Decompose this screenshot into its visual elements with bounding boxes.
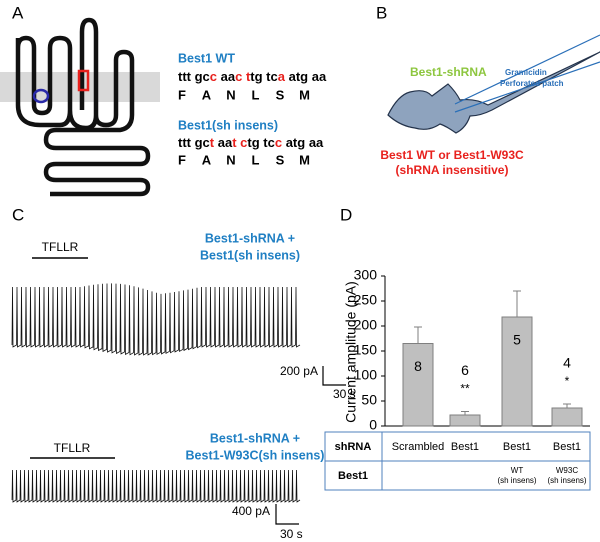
box-marker [77, 69, 90, 92]
error-bar [461, 411, 469, 415]
x-tick-label: Best1 [451, 441, 479, 453]
trace [11, 283, 301, 356]
sequence-segment: t [210, 135, 215, 150]
y-tick-label: 300 [354, 267, 378, 283]
table-cell: (sh insens) [497, 476, 536, 485]
bar [551, 407, 583, 427]
sequence-segment: c [240, 135, 247, 150]
sequence: ttt gct aat ctg tcc atg aa [178, 135, 324, 150]
panel-label: C [12, 205, 24, 224]
trace-label: Best1-shRNA + [210, 431, 300, 445]
sequence: ttt gcc aac ttg tca atg aa [178, 69, 327, 84]
sequence-segment: c [210, 69, 217, 84]
table-cell: (sh insens) [547, 476, 586, 485]
y-tick-label: 150 [354, 342, 378, 358]
n-label: 8 [414, 358, 422, 374]
sequence-segment: atg aa [282, 135, 324, 150]
y-axis-title: Current amplitude (pA) [343, 281, 359, 423]
protein-topology [15, 17, 151, 197]
amino-acid: M [299, 87, 310, 102]
significance: * [565, 374, 570, 388]
pipette-label: Perforated patch [500, 79, 564, 88]
n-label: 6 [461, 362, 469, 378]
trace-label: Best1-W93C(sh insens) [186, 448, 325, 462]
pipette [454, 61, 600, 113]
row-label: Best1 [338, 470, 368, 482]
construct-label: Best1-shRNA [410, 65, 487, 79]
trace-label: Best1-shRNA + [205, 231, 295, 245]
circle-marker [32, 88, 50, 104]
sequence-segment: aa [217, 69, 236, 84]
error-bar [513, 290, 521, 317]
amino-acid: S [276, 152, 285, 167]
sequence-segment: atg aa [285, 69, 327, 84]
amino-acid: L [252, 87, 260, 102]
amino-acid: N [226, 152, 235, 167]
row-label: shRNA [335, 441, 372, 453]
rescue-label: (shRNA insensitive) [396, 163, 509, 177]
pipette-label: Gramicidin [505, 68, 547, 77]
sequence-segment: a [278, 69, 286, 84]
scale-bar [275, 504, 299, 525]
scale-bar [322, 366, 346, 386]
bar [501, 316, 533, 427]
amino-acid: F [178, 152, 186, 167]
sequence-segment: tg tc [250, 69, 277, 84]
scale-label: 30 s [333, 387, 356, 401]
y-tick-label: 200 [354, 317, 378, 333]
sequence-segment: tg tc [247, 135, 274, 150]
scale-label: 30 s [280, 527, 303, 541]
significance: ** [460, 382, 470, 396]
sequence-segment: t [246, 69, 251, 84]
cell [387, 51, 600, 134]
table-cell: WT [511, 466, 524, 475]
table-cell: W93C [556, 466, 578, 475]
n-label: 5 [513, 332, 521, 348]
panel-label: D [340, 205, 352, 224]
sequence-segment: c [235, 69, 242, 84]
sequence-segment: ttt gc [178, 69, 210, 84]
y-tick-label: 50 [361, 392, 377, 408]
scale-label: 200 pA [280, 364, 318, 378]
scale-label: 400 pA [232, 504, 270, 518]
trace [11, 469, 301, 503]
sequence-segment: ttt gc [178, 135, 210, 150]
panel-label: B [376, 3, 387, 22]
amino-acid: A [202, 87, 212, 102]
x-tick-label: Scrambled [392, 441, 445, 453]
y-tick-label: 100 [354, 367, 378, 383]
construct-title: Best1 WT [178, 51, 235, 65]
bar [449, 414, 481, 427]
n-label: 4 [563, 355, 571, 371]
sequence-segment: c [275, 135, 282, 150]
x-tick-label: Best1 [553, 441, 581, 453]
error-bar [563, 403, 571, 408]
amino-acid: L [252, 152, 260, 167]
amino-acid: N [226, 87, 235, 102]
amino-acid: A [202, 152, 212, 167]
x-tick-label: Best1 [503, 441, 531, 453]
sequence-segment: t [232, 135, 237, 150]
y-tick-label: 250 [354, 292, 378, 308]
stimulus-label: TFLLR [54, 441, 91, 455]
bar [402, 343, 434, 427]
pipette [454, 34, 600, 105]
rescue-label: Best1 WT or Best1-W93C [380, 148, 524, 162]
y-tick-label: 0 [369, 417, 377, 433]
amino-acid: M [299, 152, 310, 167]
amino-acid: S [276, 87, 285, 102]
amino-acid: F [178, 87, 186, 102]
error-bar [414, 326, 422, 344]
stimulus-label: TFLLR [42, 240, 79, 254]
sequence-segment: aa [214, 135, 233, 150]
construct-title: Best1(sh insens) [178, 118, 278, 132]
trace-label: Best1(sh insens) [200, 248, 300, 262]
panel-label: A [12, 3, 24, 22]
